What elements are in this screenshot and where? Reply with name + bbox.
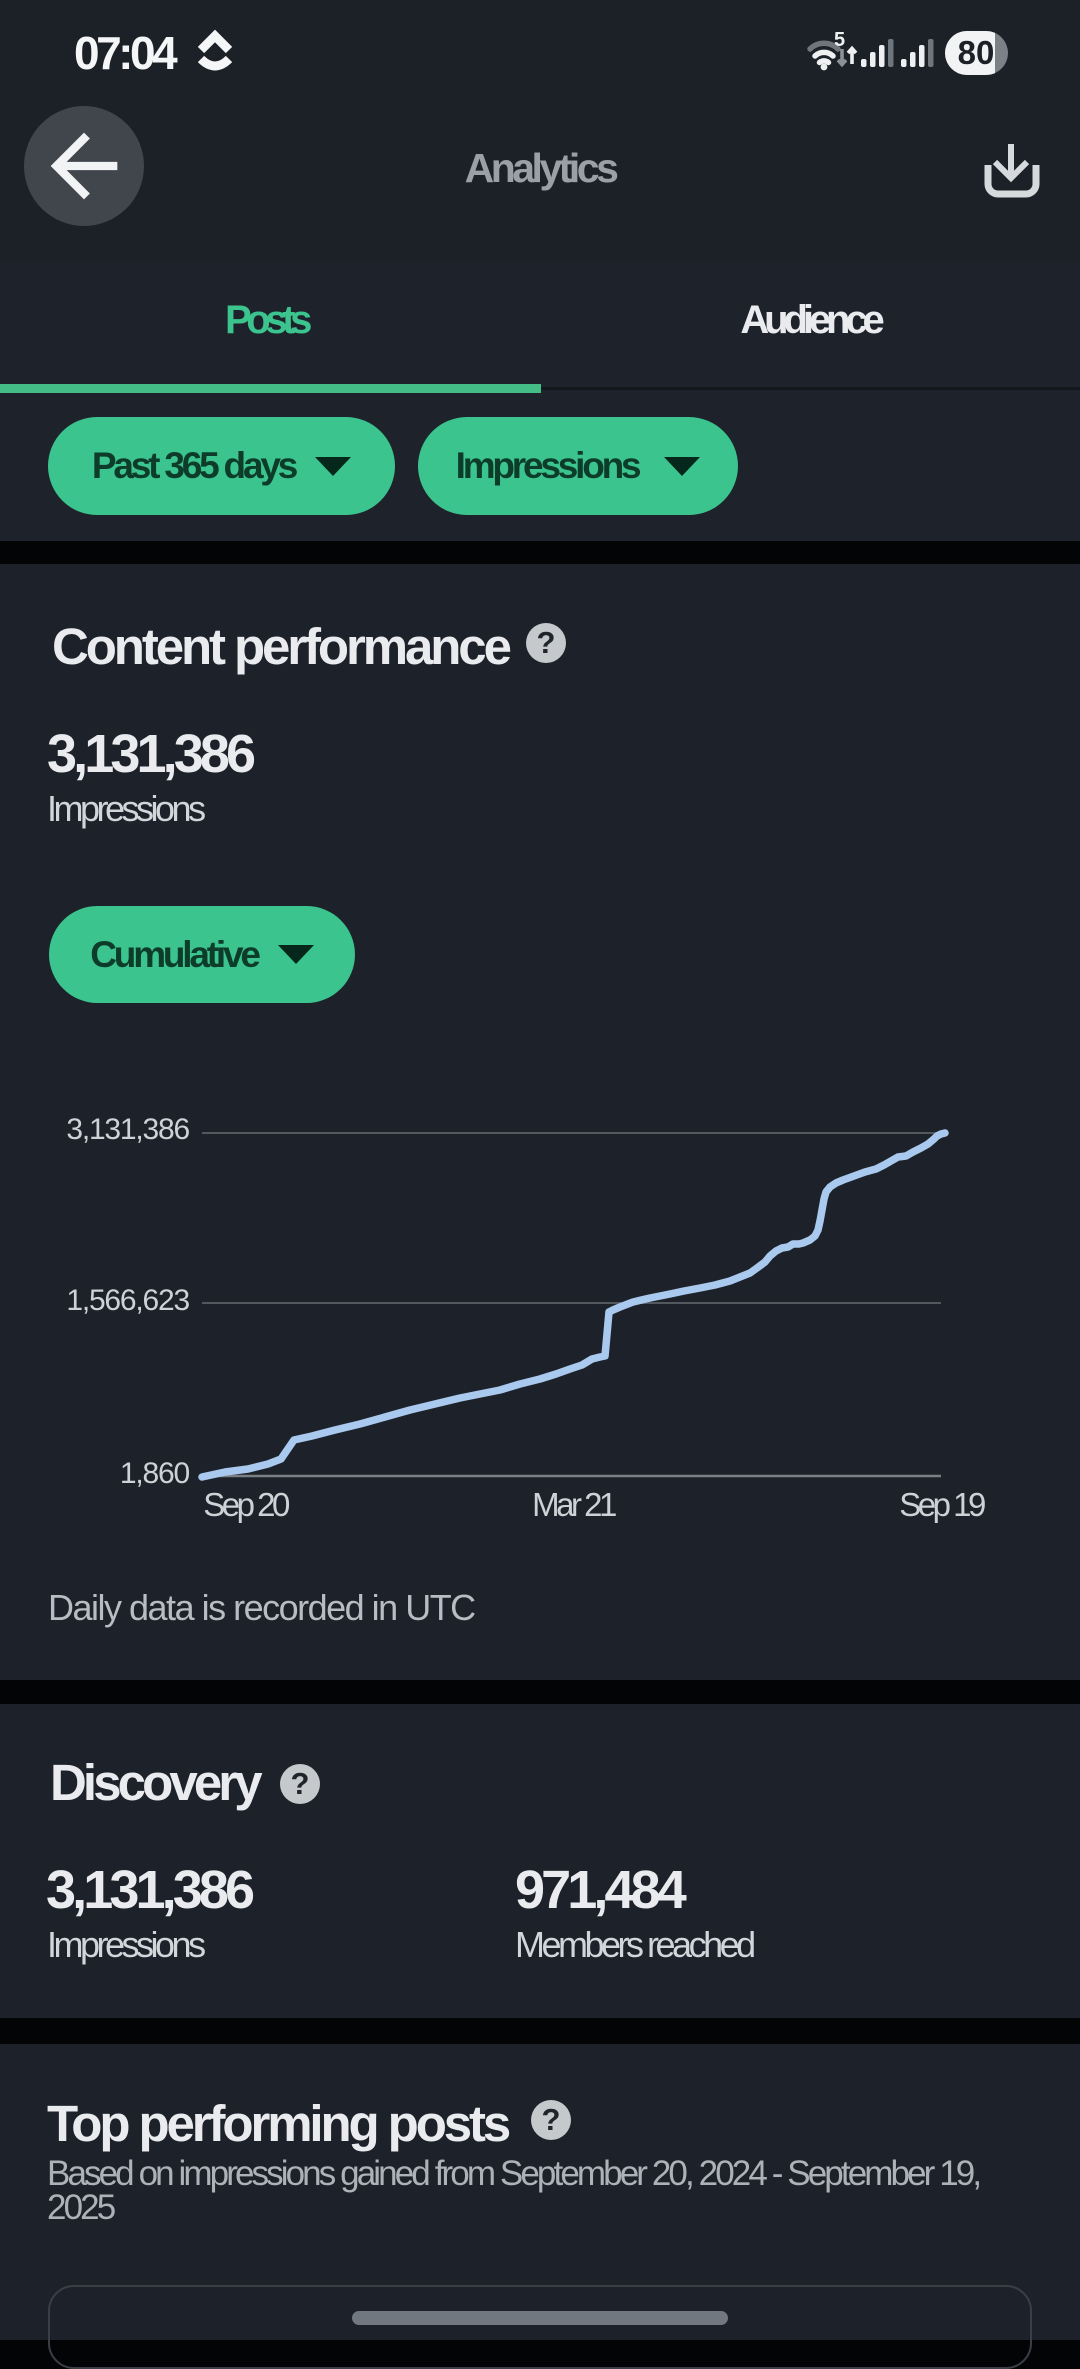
svg-text:5: 5: [834, 30, 845, 51]
